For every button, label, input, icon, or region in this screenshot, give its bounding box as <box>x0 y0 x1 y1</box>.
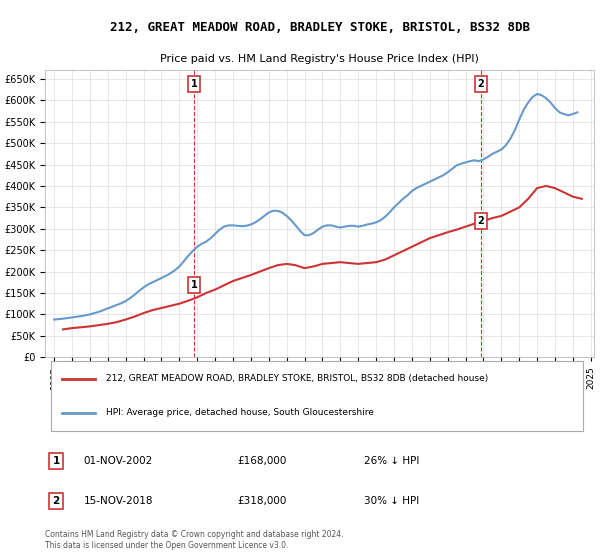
Text: 30% ↓ HPI: 30% ↓ HPI <box>364 496 419 506</box>
Text: 212, GREAT MEADOW ROAD, BRADLEY STOKE, BRISTOL, BS32 8DB (detached house): 212, GREAT MEADOW ROAD, BRADLEY STOKE, B… <box>106 374 488 384</box>
Text: 15-NOV-2018: 15-NOV-2018 <box>83 496 153 506</box>
Text: HPI: Average price, detached house, South Gloucestershire: HPI: Average price, detached house, Sout… <box>106 408 373 417</box>
Text: 2: 2 <box>478 79 484 89</box>
Text: Contains HM Land Registry data © Crown copyright and database right 2024.
This d: Contains HM Land Registry data © Crown c… <box>45 530 344 550</box>
Text: 1: 1 <box>191 281 197 290</box>
Text: 1: 1 <box>191 79 197 89</box>
Text: £168,000: £168,000 <box>238 456 287 466</box>
Text: 2: 2 <box>478 216 484 226</box>
Text: £318,000: £318,000 <box>238 496 287 506</box>
Text: 212, GREAT MEADOW ROAD, BRADLEY STOKE, BRISTOL, BS32 8DB: 212, GREAT MEADOW ROAD, BRADLEY STOKE, B… <box>110 21 530 34</box>
FancyBboxPatch shape <box>50 361 583 431</box>
Text: 01-NOV-2002: 01-NOV-2002 <box>83 456 153 466</box>
Text: 26% ↓ HPI: 26% ↓ HPI <box>364 456 419 466</box>
Text: Price paid vs. HM Land Registry's House Price Index (HPI): Price paid vs. HM Land Registry's House … <box>160 54 479 64</box>
Text: 2: 2 <box>52 496 60 506</box>
Text: 1: 1 <box>52 456 60 466</box>
